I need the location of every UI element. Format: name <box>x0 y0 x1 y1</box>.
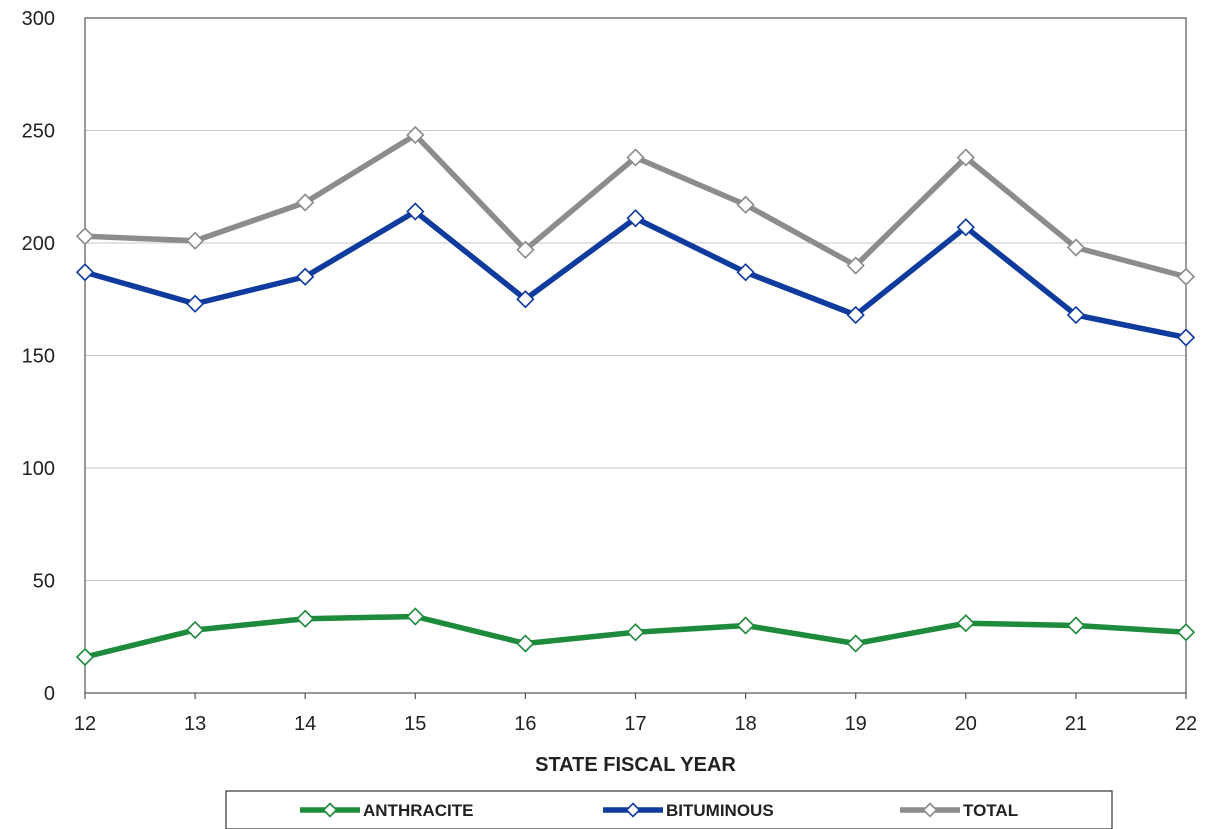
legend-marker-anthracite <box>322 802 338 818</box>
x-tick-label: 22 <box>1175 713 1197 735</box>
data-point-total <box>1176 267 1196 286</box>
y-tick-label: 200 <box>22 233 55 255</box>
data-point-anthracite <box>516 634 535 653</box>
x-tick-label: 12 <box>74 713 96 735</box>
data-point-bituminous <box>626 209 645 228</box>
data-point-bituminous <box>185 294 205 313</box>
gridlines <box>85 130 1186 581</box>
data-point-anthracite <box>406 607 425 626</box>
data-point-bituminous <box>516 290 535 309</box>
data-point-bituminous <box>1066 305 1086 325</box>
x-axis-title: STATE FISCAL YEAR <box>535 754 736 776</box>
data-point-bituminous <box>736 263 755 282</box>
data-point-anthracite <box>956 614 975 633</box>
y-tick-label: 250 <box>22 121 55 143</box>
series-bituminous <box>75 202 1196 347</box>
data-point-total <box>956 148 975 167</box>
series-anthracite <box>75 607 1196 667</box>
x-tick-label: 15 <box>404 713 426 735</box>
data-point-total <box>296 193 315 212</box>
legend-marker-bituminous <box>625 802 641 818</box>
data-point-anthracite <box>75 647 95 667</box>
legend-box <box>225 790 1113 829</box>
series-line-bituminous <box>84 208 1187 341</box>
legend-label-total: TOTAL <box>963 801 1018 820</box>
series-group <box>75 125 1196 667</box>
data-point-bituminous <box>406 202 425 221</box>
data-point-anthracite <box>846 634 865 653</box>
x-tick-label: 14 <box>294 713 316 735</box>
series-total <box>75 125 1196 286</box>
data-point-anthracite <box>296 609 315 628</box>
y-tick-label: 0 <box>44 683 55 705</box>
data-point-total <box>736 195 755 214</box>
data-point-anthracite <box>1176 623 1196 642</box>
data-point-total <box>516 240 535 259</box>
x-tick-label: 18 <box>734 713 756 735</box>
x-tick-label: 19 <box>845 713 867 735</box>
data-point-total <box>75 227 95 246</box>
x-tick-label: 20 <box>955 713 977 735</box>
legend: ANTHRACITE BITUMINOUS TOTAL <box>225 790 1113 829</box>
x-tick-label: 21 <box>1065 713 1087 735</box>
data-point-total <box>626 148 645 167</box>
data-point-total <box>406 125 425 145</box>
x-tick-label: 16 <box>514 713 536 735</box>
data-point-bituminous <box>846 305 865 325</box>
data-point-bituminous <box>296 267 315 286</box>
y-tick-label: 50 <box>33 571 55 593</box>
y-tick-label: 300 <box>22 8 55 30</box>
y-tick-label: 150 <box>22 346 55 368</box>
legend-marker-total <box>922 802 938 818</box>
y-axis: 0 50 100 150 200 250 300 <box>22 8 55 705</box>
x-tick-label: 17 <box>624 713 646 735</box>
y-tick-label: 100 <box>22 458 55 480</box>
data-point-anthracite <box>626 623 645 642</box>
data-point-total <box>185 231 205 250</box>
data-point-anthracite <box>736 616 755 635</box>
legend-label-bituminous: BITUMINOUS <box>666 801 774 820</box>
data-point-total <box>1066 238 1086 257</box>
data-point-bituminous <box>956 218 975 237</box>
data-point-total <box>846 256 865 275</box>
data-point-anthracite <box>185 620 205 640</box>
data-point-bituminous <box>75 263 95 282</box>
x-axis: 12 13 14 15 16 17 18 19 20 21 22 <box>74 693 1197 735</box>
data-point-bituminous <box>1176 328 1196 347</box>
data-point-anthracite <box>1066 616 1086 635</box>
legend-label-anthracite: ANTHRACITE <box>363 801 474 820</box>
x-tick-label: 13 <box>184 713 206 735</box>
